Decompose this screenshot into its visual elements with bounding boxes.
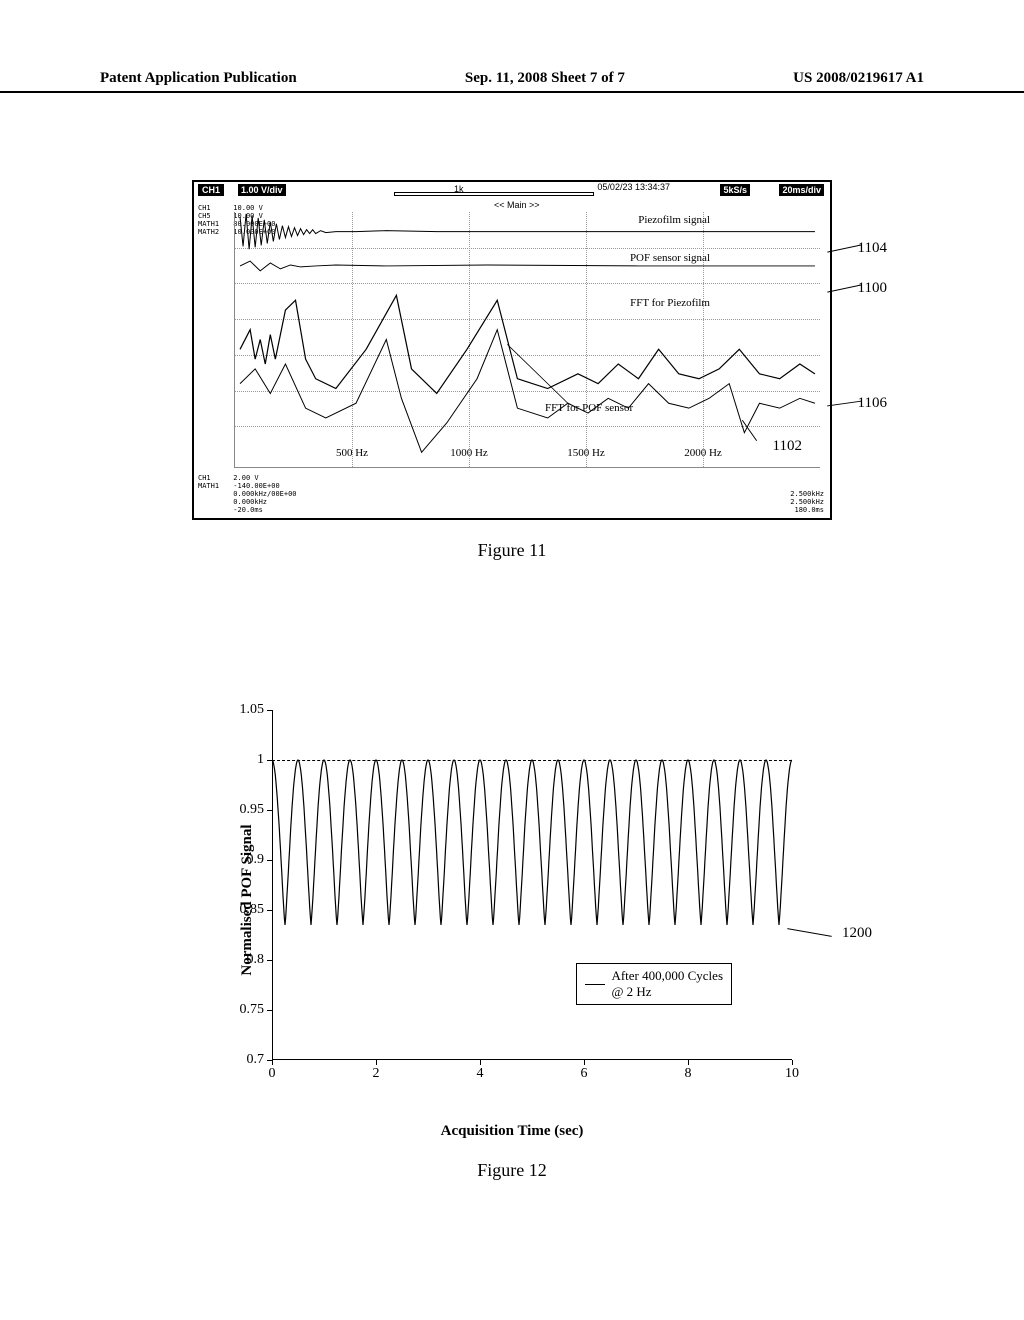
sample-rate: 5kS/s: [720, 184, 750, 196]
callout-1102: 1102: [773, 438, 802, 455]
xtick-label: 4: [477, 1066, 484, 1082]
ytick-label: 0.9: [247, 852, 265, 868]
scope-traces: [235, 212, 820, 467]
callout-1200: 1200: [842, 925, 872, 942]
callout-1106: 1106: [858, 395, 887, 412]
ch1-label: CH1: [198, 184, 224, 196]
xtick-2000: 2000 Hz: [684, 447, 722, 459]
plot-area: 0.70.750.80.850.90.9511.05 0246810 After…: [272, 710, 792, 1060]
ytick-label: 0.7: [247, 1052, 265, 1068]
figure-12: Normalised POF Signal 0.70.750.80.850.90…: [162, 700, 862, 1181]
main-label: << Main >>: [494, 200, 540, 210]
trace-fft-pof: [240, 330, 815, 453]
ch-info-bottom-right: 2.500kHz 2.500kHz 180.0ms: [790, 490, 824, 514]
xtick-label: 6: [581, 1066, 588, 1082]
xtick-1500: 1500 Hz: [567, 447, 605, 459]
legend-line-icon: [585, 984, 605, 985]
callout-1100: 1100: [858, 280, 887, 297]
vdiv-label: 1.00 V/div: [238, 184, 286, 196]
annot-fft-piezo: FFT for Piezofilm: [630, 297, 710, 309]
annot-piezofilm: Piezofilm signal: [638, 214, 710, 226]
signal-path: [272, 760, 792, 925]
trace-fft-piezofilm: [240, 295, 815, 393]
ch-info-bottom: CH1 MATH1 2.00 V -140.00E+00 0.000kHz/00…: [198, 474, 297, 514]
figure12-caption: Figure 12: [162, 1160, 862, 1181]
xtick-label: 2: [373, 1066, 380, 1082]
x-axis-label: Acquisition Time (sec): [441, 1123, 584, 1140]
callout-1104: 1104: [858, 240, 887, 257]
ytick-label: 0.75: [240, 1002, 265, 1018]
ytick-label: 0.8: [247, 952, 265, 968]
scope-ruler: [394, 192, 594, 196]
ytick-label: 0.95: [240, 802, 265, 818]
xtick-label: 8: [685, 1066, 692, 1082]
figure11-caption: Figure 11: [192, 540, 832, 561]
scope-topbar: CH1 1.00 V/div 1k 05/02/23 13:34:37 5kS/…: [194, 182, 830, 200]
legend: After 400,000 Cycles @ 2 Hz: [576, 963, 732, 1005]
page-header: Patent Application Publication Sep. 11, …: [0, 70, 1024, 93]
header-right: US 2008/0219617 A1: [793, 70, 924, 87]
oscilloscope-screenshot: CH1 1.00 V/div 1k 05/02/23 13:34:37 5kS/…: [192, 180, 832, 520]
figure-11: CH1 1.00 V/div 1k 05/02/23 13:34:37 5kS/…: [192, 180, 832, 561]
waveform-trace: [272, 710, 792, 1060]
line-chart: Normalised POF Signal 0.70.750.80.850.90…: [212, 700, 812, 1100]
trace-pof: [240, 261, 815, 271]
legend-text: After 400,000 Cycles @ 2 Hz: [611, 968, 723, 1000]
tdiv-label: 20ms/div: [779, 184, 824, 196]
scope-timestamp: 05/02/23 13:34:37: [597, 182, 670, 192]
annot-fft-pof: FFT for POF sensor: [545, 402, 633, 414]
header-center: Sep. 11, 2008 Sheet 7 of 7: [465, 70, 625, 87]
xtick-label: 10: [785, 1066, 799, 1082]
header-left: Patent Application Publication: [100, 70, 297, 87]
ytick-label: 0.85: [240, 902, 265, 918]
xtick-1000: 1000 Hz: [450, 447, 488, 459]
annot-pof: POF sensor signal: [630, 252, 710, 264]
trace-piezofilm: [240, 214, 815, 249]
ytick-label: 1: [257, 752, 264, 768]
xtick-500: 500 Hz: [336, 447, 368, 459]
scope-plot-area: Piezofilm signal POF sensor signal FFT f…: [234, 212, 820, 468]
ytick-label: 1.05: [240, 702, 265, 718]
xtick-label: 0: [269, 1066, 276, 1082]
